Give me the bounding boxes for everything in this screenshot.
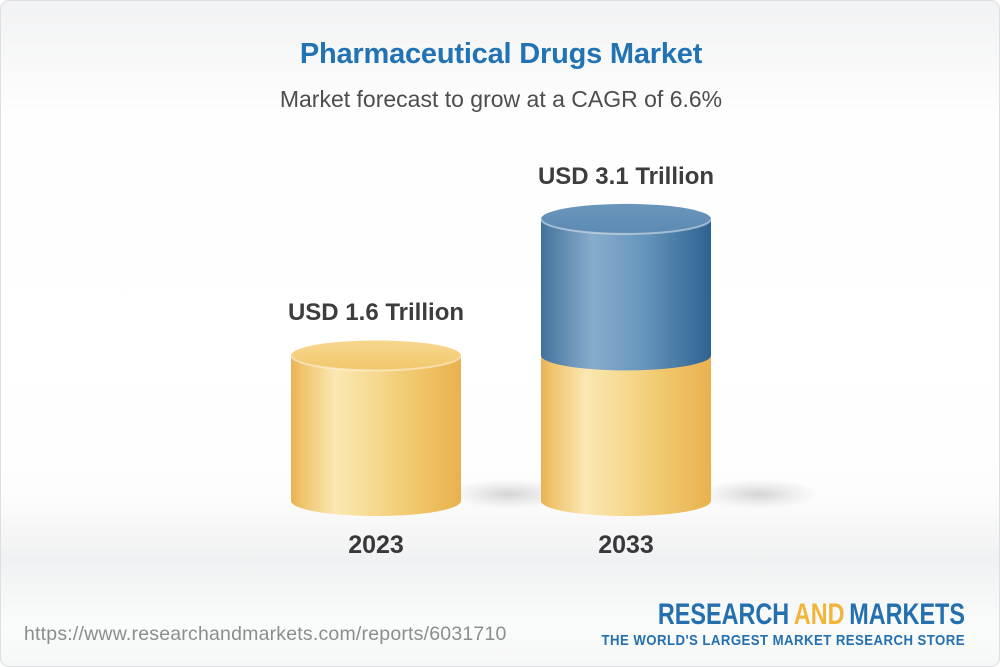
cylinder-segment-gold-2033 (541, 355, 711, 516)
report-url: https://www.researchandmarkets.com/repor… (24, 623, 507, 645)
logo-word-research: RESEARCH (657, 598, 790, 631)
logo-word-markets: MARKETS (849, 598, 965, 631)
research-and-markets-logo: RESEARCH AND MARKETS THE WORLD'S LARGEST M… (552, 599, 965, 649)
cylinder-cap-rim-2033 (540, 218, 712, 235)
cylinder-cap-2033 (541, 203, 711, 234)
cylinder-cap-2023 (291, 340, 461, 371)
page-title: Pharmaceutical Drugs Market (299, 38, 703, 70)
cylinder-cap-rim-2023 (290, 355, 462, 372)
cylinder-segment-gold-2023 (291, 355, 461, 516)
logo-wordmark: RESEARCH AND MARKETS (643, 599, 965, 631)
logo-tagline: THE WORLD'S LARGEST MARKET RESEARCH STOR… (601, 632, 965, 649)
logo-word-and: AND (793, 598, 845, 631)
bar-shadow-2023 (449, 479, 569, 509)
bar-shadow-2033 (699, 479, 819, 509)
page-subtitle: Market forecast to grow at a CAGR of 6.6… (279, 86, 723, 112)
cylinder-segment-blue-2033 (541, 218, 711, 371)
